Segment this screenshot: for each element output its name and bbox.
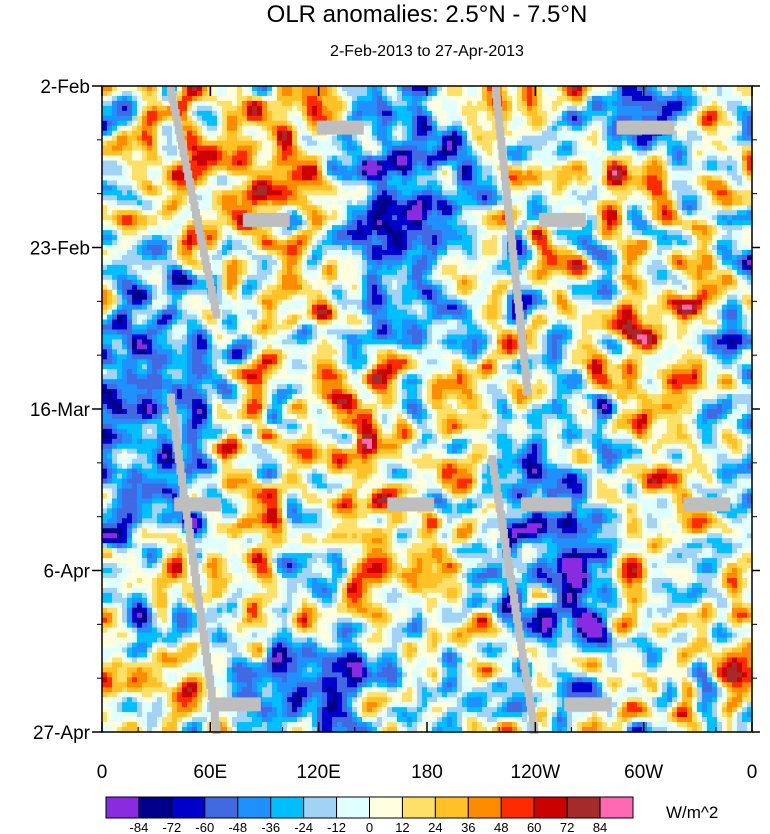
y-tick-label: 2-Feb bbox=[40, 77, 90, 98]
colorbar-label: 60 bbox=[527, 820, 541, 834]
colorbar-label: 48 bbox=[494, 820, 508, 834]
colorbar-box bbox=[566, 796, 601, 819]
chart-subtitle: 2-Feb-2013 to 27-Apr-2013 bbox=[330, 43, 524, 60]
colorbar-label: 84 bbox=[593, 820, 607, 834]
colorbar-box bbox=[369, 796, 403, 819]
y-tick-label: 6-Apr bbox=[44, 562, 91, 583]
axes: 0 60E 120E 180 120W 60W 0 2-Feb 23-Feb 16-Mar 6-Ap… bbox=[30, 77, 760, 783]
colorbar-label: -72 bbox=[162, 820, 181, 834]
x-tick-label: 60E bbox=[193, 762, 227, 783]
colorbar-box bbox=[138, 796, 173, 819]
x-tick-label: 120W bbox=[511, 762, 561, 783]
colorbar-box bbox=[204, 796, 239, 819]
colorbar-box bbox=[237, 796, 272, 819]
x-tick-label: 0 bbox=[747, 762, 758, 783]
colorbar-label: -12 bbox=[327, 820, 346, 834]
colorbar-box bbox=[270, 796, 305, 819]
colorbar-box bbox=[434, 796, 469, 819]
y-tick-label: 16-Mar bbox=[30, 400, 91, 421]
colorbar-label: 72 bbox=[560, 820, 574, 834]
colorbar-label: -48 bbox=[228, 820, 247, 834]
colorbar-box bbox=[467, 796, 502, 819]
colorbar-units: W/m^2 bbox=[666, 803, 718, 822]
colorbar-label: 0 bbox=[366, 820, 373, 834]
colorbar: -84 -72 -60 -48 -36 -24 -12 0 12 24 36 48 60 72 84 bbox=[105, 796, 634, 834]
colorbar-box bbox=[171, 796, 206, 819]
colorbar-box bbox=[336, 796, 370, 819]
colorbar-label: -24 bbox=[294, 820, 313, 834]
colorbar-label: 36 bbox=[461, 820, 475, 834]
x-tick-label: 60W bbox=[624, 762, 663, 783]
colorbar-box bbox=[599, 796, 634, 819]
y-tick-label: 23-Feb bbox=[30, 239, 90, 260]
y-tick-label: 27-Apr bbox=[33, 723, 91, 744]
colorbar-label: -84 bbox=[130, 820, 149, 834]
missing-data-patches bbox=[167, 86, 731, 734]
colorbar-label: 12 bbox=[395, 820, 409, 834]
x-tick-label: 180 bbox=[411, 762, 443, 783]
heatmap-field bbox=[102, 86, 753, 733]
colorbar-box bbox=[105, 796, 140, 819]
colorbar-box bbox=[500, 796, 535, 819]
x-tick-label: 0 bbox=[97, 762, 108, 783]
colorbar-label: -36 bbox=[261, 820, 280, 834]
colorbar-box bbox=[533, 796, 568, 819]
chart-title: OLR anomalies: 2.5°N - 7.5°N bbox=[267, 1, 588, 28]
colorbar-box bbox=[303, 796, 338, 819]
colorbar-label: -60 bbox=[195, 820, 214, 834]
colorbar-box bbox=[401, 796, 436, 819]
colorbar-label: 24 bbox=[428, 820, 442, 834]
x-tick-label: 120E bbox=[296, 762, 340, 783]
